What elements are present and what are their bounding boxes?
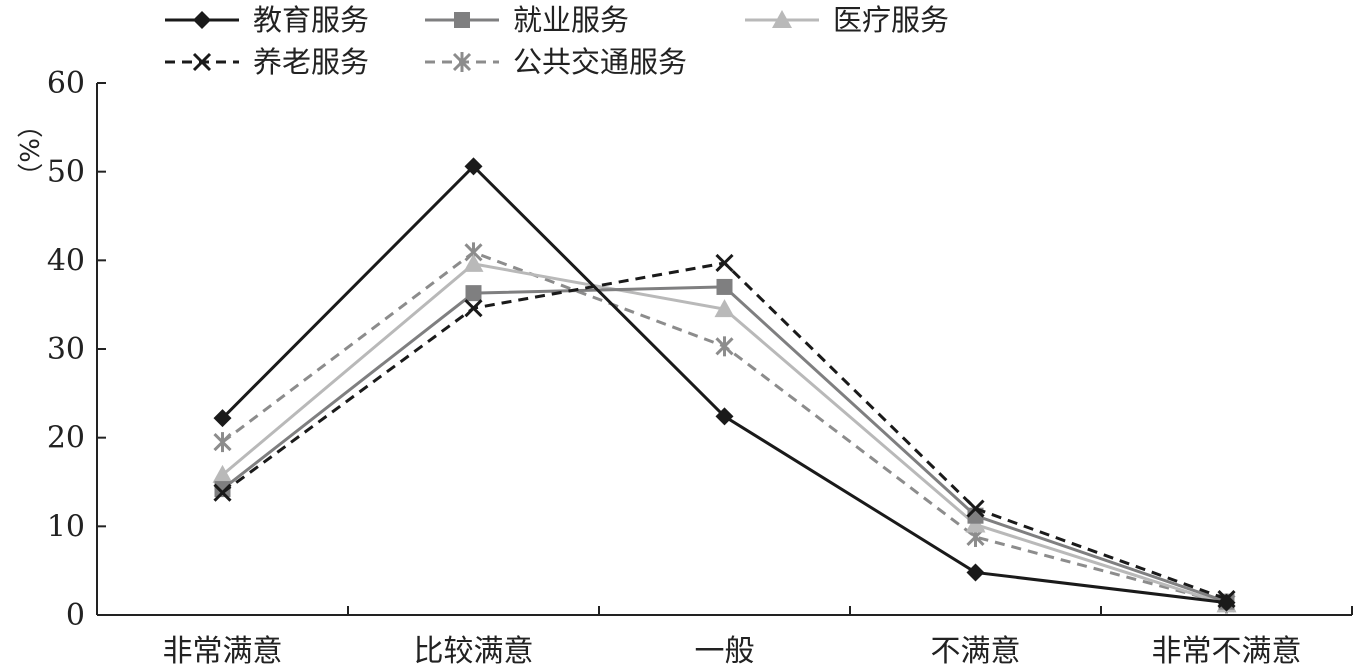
series-line: [221, 285, 1227, 604]
y-axis-unit-label: （%）: [13, 112, 43, 189]
legend-label: 就业服务: [513, 3, 629, 37]
data-point-marker-0: [213, 409, 232, 428]
data-point-marker-0: [213, 483, 232, 502]
series-1: [214, 278, 1235, 610]
data-point-marker-3: [966, 499, 985, 518]
x-category-label: 一般: [695, 634, 755, 669]
legend-item-3: 养老服务: [165, 45, 369, 79]
legend-label: 教育服务: [253, 3, 369, 37]
legend-item-1: 就业服务: [425, 3, 629, 37]
legend-marker-1: [454, 12, 470, 28]
data-point-marker-0: [213, 432, 232, 453]
series-3: [213, 253, 1236, 609]
x-category-label: 非常满意: [163, 634, 283, 669]
series-group: [212, 157, 1237, 614]
data-point-marker-1: [464, 157, 483, 176]
data-point-marker-0: [214, 481, 231, 498]
data-point-marker-1: [463, 253, 484, 272]
legend-item-0: 教育服务: [165, 3, 369, 37]
y-tick-label: 60: [47, 66, 85, 101]
y-tick-label: 10: [47, 509, 85, 544]
data-point-marker-2: [714, 299, 735, 318]
legend-label: 养老服务: [253, 45, 369, 79]
legend-marker-2: [772, 10, 792, 28]
legend-item-4: 公共交通服务: [425, 45, 687, 79]
y-tick-label: 20: [47, 421, 85, 456]
x-category-label: 非常不满意: [1152, 634, 1302, 669]
legend-label: 公共交通服务: [513, 45, 687, 79]
y-tick-label: 40: [47, 243, 85, 278]
data-point-marker-2: [715, 336, 734, 357]
data-point-marker-1: [464, 299, 483, 318]
data-point-marker-2: [715, 407, 734, 426]
legend-label: 医疗服务: [833, 3, 949, 37]
series-line: [221, 164, 1227, 605]
y-tick-label: 50: [47, 155, 85, 190]
legend-marker-3: [192, 52, 212, 72]
data-point-marker-1: [465, 285, 482, 302]
series-0: [213, 157, 1236, 612]
legend-marker-4: [452, 52, 472, 72]
x-category-label: 不满意: [931, 634, 1021, 669]
y-tick-label: 0: [66, 598, 85, 633]
y-ticks: 0 10 20 30 40 50 60: [47, 66, 106, 633]
data-point-marker-3: [966, 563, 985, 582]
legend-item-2: 医疗服务: [745, 3, 949, 37]
data-point-marker-2: [716, 278, 733, 295]
data-point-marker-4: [1217, 593, 1236, 612]
y-tick-label: 30: [47, 332, 85, 367]
data-point-marker-0: [212, 464, 233, 483]
x-category-label: 比较满意: [414, 634, 534, 669]
series-2: [212, 253, 1237, 613]
legend-marker-0: [193, 11, 211, 29]
x-ticks: 非常满意 比较满意 一般 不满意 非常不满意: [163, 606, 1353, 669]
data-point-marker-2: [715, 253, 734, 273]
